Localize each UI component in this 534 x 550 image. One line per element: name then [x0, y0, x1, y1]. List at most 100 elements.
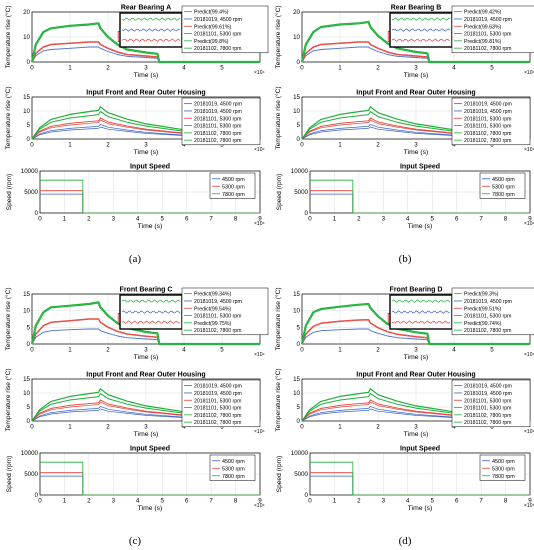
- chart-title: Input Speed: [130, 164, 170, 171]
- legend-box: [181, 287, 269, 336]
- legend-entry: Predict(99.61%): [194, 24, 231, 30]
- legend-box: [181, 5, 269, 54]
- x-exponent: ×10⁴: [524, 429, 534, 435]
- legend-entry: 20181101, 5300 rpm: [194, 32, 242, 38]
- legend-box: [451, 5, 534, 54]
- y-tick-label: 20: [23, 9, 30, 16]
- panel-label: (a): [129, 253, 142, 265]
- y-tick-label: 10000: [21, 450, 39, 457]
- x-tick-label: 1: [333, 216, 337, 223]
- x-tick-label: 3: [112, 216, 116, 223]
- x-tick-label: 0: [308, 498, 312, 505]
- legend-entry: 20181019, 4500 rpm: [194, 109, 242, 115]
- x-axis-label: Time (s): [404, 72, 429, 79]
- x-tick-label: 1: [63, 216, 67, 223]
- y-axis-label: Temperature rise (°C): [4, 5, 12, 68]
- y-tick-label: 15: [23, 94, 30, 101]
- series-line: [301, 318, 530, 345]
- legend-entry: Predict(99.54%): [194, 306, 231, 312]
- inset-trace: [121, 310, 181, 314]
- y-axis-label: Temperature rise (°C): [274, 287, 282, 350]
- legend-entry: 20181102, 7800 rpm: [464, 46, 512, 52]
- x-tick-label: 6: [185, 498, 189, 505]
- y-tick-label: 15: [293, 94, 300, 101]
- legend-entry: Predict(99.51%): [464, 306, 501, 312]
- x-tick-label: 5: [490, 347, 494, 354]
- predict-line: [301, 303, 530, 345]
- legend-entry: Predict(99.63%): [464, 24, 501, 30]
- x-tick-label: 4: [136, 216, 140, 223]
- y-tick-label: 5: [297, 324, 301, 331]
- y-tick-label: 10: [293, 108, 300, 115]
- chart-title: Input Front and Rear Outer Housing: [356, 372, 475, 379]
- x-tick-label: 8: [234, 498, 238, 505]
- legend-entry: 20181102, 7800 rpm: [194, 328, 242, 334]
- y-tick-label: 10: [23, 390, 30, 397]
- y-tick-label: 0: [35, 210, 39, 217]
- y-axis-label: Temperature rise (°C): [274, 5, 282, 68]
- x-tick-label: 3: [414, 142, 418, 149]
- x-tick-label: 6: [185, 216, 189, 223]
- legend-entry: 20181019, 4500 rpm: [194, 384, 242, 390]
- legend-entry: 20181101, 5300 rpm: [194, 398, 242, 404]
- x-tick-label: 5: [160, 498, 164, 505]
- x-tick-label: 1: [68, 424, 72, 431]
- y-axis-label: Temperature rise (°C): [274, 86, 282, 149]
- x-tick-label: 0: [30, 142, 34, 149]
- x-axis-label: Time (s): [134, 72, 159, 79]
- x-exponent: ×10⁴: [254, 147, 265, 153]
- y-tick-label: 10: [23, 108, 30, 115]
- x-tick-label: 4: [136, 498, 140, 505]
- legend-entry: 7800 rpm: [492, 192, 515, 198]
- x-tick-label: 5: [160, 216, 164, 223]
- legend-entry: Predict(99.4%): [194, 10, 229, 16]
- x-tick-label: 3: [144, 347, 148, 354]
- legend-box: [209, 454, 256, 481]
- y-tick-label: 15: [23, 376, 30, 383]
- y-axis-label: Speed (rpm): [276, 456, 283, 493]
- legend-entry: 20181101, 5300 rpm: [194, 124, 242, 130]
- y-axis-label: Temperature rise (°C): [4, 86, 12, 149]
- x-tick-label: 2: [106, 424, 110, 431]
- x-tick-label: 5: [220, 347, 224, 354]
- y-tick-label: 0: [297, 59, 301, 66]
- x-exponent: ×10⁴: [524, 70, 534, 76]
- predict-line: [31, 46, 260, 63]
- y-tick-label: 10: [293, 390, 300, 397]
- x-tick-label: 1: [338, 347, 342, 354]
- legend-entry: 20181102, 7800 rpm: [194, 420, 242, 426]
- legend-entry: 5300 rpm: [222, 184, 245, 190]
- x-tick-label: 3: [414, 424, 418, 431]
- legend-entry: 20181019, 4500 rpm: [194, 17, 242, 23]
- legend-entry: 20181102, 7800 rpm: [194, 46, 242, 52]
- legend-box: [209, 172, 256, 199]
- y-tick-label: 15: [293, 376, 300, 383]
- x-tick-label: 2: [87, 216, 91, 223]
- x-tick-label: 0: [38, 498, 42, 505]
- x-tick-label: 3: [112, 498, 116, 505]
- chart-title: Front Bearing C: [120, 287, 173, 294]
- x-tick-label: 2: [376, 424, 380, 431]
- x-tick-label: 1: [338, 65, 342, 72]
- x-tick-label: 9: [258, 216, 262, 223]
- x-tick-label: 1: [68, 347, 72, 354]
- x-tick-label: 2: [376, 65, 380, 72]
- legend-entry: 20181019, 4500 rpm: [194, 299, 242, 305]
- x-exponent: ×10⁴: [524, 503, 534, 509]
- legend-entry: 20181102, 7800 rpm: [194, 413, 242, 419]
- x-tick-label: 0: [30, 65, 34, 72]
- legend-entry: 20181102, 7800 rpm: [464, 131, 512, 137]
- x-tick-label: 5: [490, 65, 494, 72]
- inset-trace: [121, 320, 181, 324]
- y-tick-label: 0: [305, 210, 309, 217]
- legend-entry: 20181101, 5300 rpm: [194, 406, 242, 412]
- series-line: [310, 461, 530, 496]
- chart-title: Rear Bearing B: [391, 5, 442, 12]
- y-axis-label: Speed (rpm): [6, 456, 13, 493]
- legend-entry: 20181102, 7800 rpm: [194, 131, 242, 137]
- inset-trace: [391, 310, 451, 314]
- x-axis-label: Time (s): [404, 149, 429, 156]
- legend-entry: 20181102, 7800 rpm: [464, 138, 512, 144]
- legend-entry: 7800 rpm: [492, 474, 515, 480]
